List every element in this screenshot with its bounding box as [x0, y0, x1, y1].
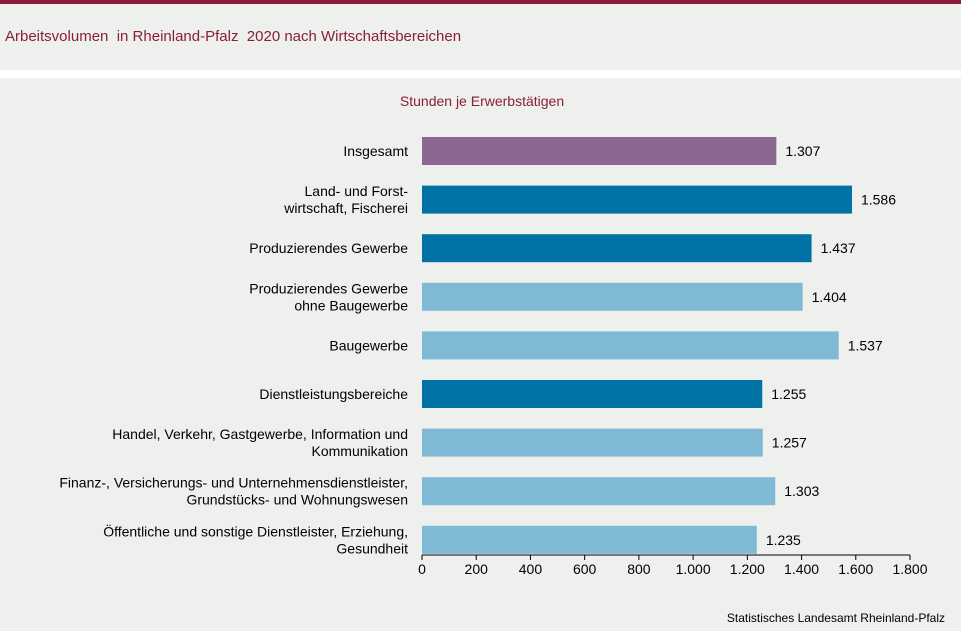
value-label: 1.586	[861, 192, 896, 208]
category-label: Produzierendes Gewerbe	[249, 280, 408, 296]
category-label: Handel, Verkehr, Gastgewerbe, Informatio…	[112, 426, 408, 442]
bar	[422, 331, 839, 360]
category-label: Gesundheit	[336, 540, 408, 556]
value-label: 1.257	[772, 435, 807, 451]
value-label: 1.255	[771, 386, 806, 402]
category-label: Dienstleistungsbereiche	[259, 386, 408, 402]
category-label: wirtschaft, Fischerei	[283, 200, 408, 216]
bar	[422, 282, 803, 311]
bar	[422, 185, 852, 214]
value-label: 1.303	[784, 483, 819, 499]
bar	[422, 234, 812, 263]
bar	[422, 428, 763, 457]
category-label: Finanz-, Versicherungs- und Unternehmens…	[59, 475, 408, 491]
chart-panel: Stunden je Erwerbstätigen 1.307 Insgesamt…	[0, 78, 961, 631]
bar	[422, 477, 776, 506]
value-label: 1.307	[785, 143, 820, 159]
x-tick-label: 600	[573, 561, 597, 577]
x-tick-label: 1.400	[784, 561, 819, 577]
category-label: Kommunikation	[312, 443, 409, 459]
x-tick-label: 800	[627, 561, 651, 577]
x-tick-label: 400	[519, 561, 543, 577]
value-label: 1.404	[812, 289, 847, 305]
x-tick-label: 0	[418, 561, 426, 577]
x-tick-label: 1.200	[730, 561, 765, 577]
category-label: Grundstücks- und Wohnungswesen	[186, 492, 408, 508]
chart-subtitle: Stunden je Erwerbstätigen	[400, 93, 564, 109]
x-tick-label: 200	[465, 561, 489, 577]
category-label: Insgesamt	[343, 143, 408, 159]
bar	[422, 525, 757, 554]
value-label: 1.235	[766, 532, 801, 548]
value-label: 1.437	[821, 240, 856, 256]
category-label: Produzierendes Gewerbe	[249, 240, 408, 256]
value-label: 1.537	[848, 337, 883, 353]
top-accent-bar	[0, 0, 961, 4]
bar	[422, 380, 763, 408]
category-label: ohne Baugewerbe	[294, 297, 408, 313]
header: Arbeitsvolumen in Rheinland-Pfalz 2020 n…	[0, 4, 961, 70]
bar	[422, 137, 777, 165]
category-label: Baugewerbe	[329, 337, 408, 353]
bar-chart: Stunden je Erwerbstätigen 1.307 Insgesamt…	[59, 93, 945, 625]
page-title: Arbeitsvolumen in Rheinland-Pfalz 2020 n…	[5, 28, 462, 45]
x-tick-label: 1.800	[892, 561, 927, 577]
category-label: Land- und Forst-	[305, 183, 409, 199]
x-tick-label: 1.600	[838, 561, 873, 577]
category-label: Öffentliche und sonstige Dienstleister, …	[103, 522, 408, 539]
source-note: Statistisches Landesamt Rheinland-Pfalz	[727, 611, 945, 625]
x-tick-label: 1.000	[676, 561, 711, 577]
